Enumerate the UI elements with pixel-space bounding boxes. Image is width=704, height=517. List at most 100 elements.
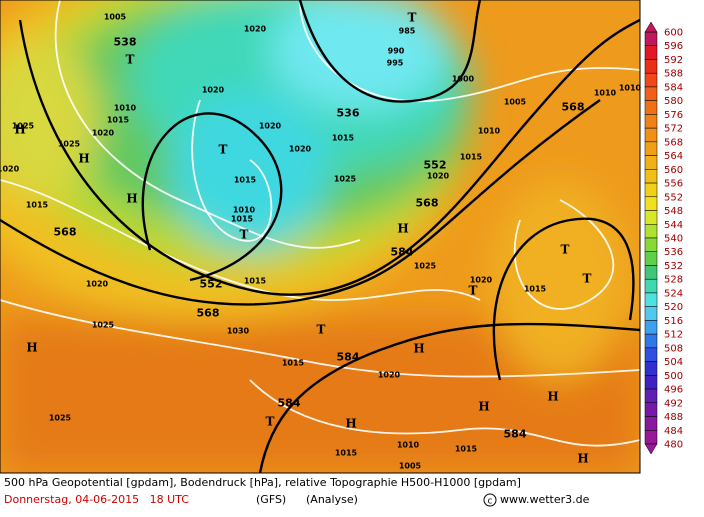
footer-run: (Analyse)	[306, 493, 358, 506]
geopotential-label: 552	[200, 278, 223, 291]
isobar-label: 1015	[524, 285, 547, 294]
low-center: T	[266, 415, 275, 429]
footer-date: Donnerstag, 04-06-2015 18 UTC	[4, 493, 189, 506]
scale-label: 500	[664, 371, 683, 382]
isobar-label: 1025	[12, 122, 35, 131]
high-center: H	[26, 341, 37, 355]
high-center: H	[577, 452, 588, 466]
geopotential-label: 568	[54, 226, 77, 239]
isobar-label: 1015	[244, 277, 267, 286]
isobar-label: 1015	[455, 445, 478, 454]
isobar-label: 1020	[289, 145, 312, 154]
map-frame	[0, 0, 641, 474]
scale-swatch	[644, 155, 658, 170]
geopotential-label: 584	[391, 246, 414, 259]
isobar-label: 1010	[114, 104, 137, 113]
scale-label: 520	[664, 302, 683, 313]
scale-swatch	[644, 100, 658, 115]
high-center: H	[397, 222, 408, 236]
scale-swatch	[644, 251, 658, 266]
isobar-label: 1015	[335, 449, 358, 458]
scale-swatch	[644, 169, 658, 184]
copyright-c: c	[488, 497, 493, 507]
geopotential-label: 568	[562, 101, 585, 114]
geopotential-label: 584	[278, 397, 301, 410]
scale-label: 596	[664, 41, 683, 52]
geopotential-label: 538	[114, 36, 137, 49]
isobar-label: 1015	[107, 116, 130, 125]
scale-label: 580	[664, 96, 683, 107]
isobar-label: 995	[387, 59, 404, 68]
scale-label: 540	[664, 234, 683, 245]
low-center: T	[219, 143, 228, 157]
isobar-label: 1015	[231, 215, 254, 224]
scale-swatch	[644, 292, 658, 307]
isobar-label: 1010	[594, 89, 617, 98]
isobar-label: 1020	[470, 276, 493, 285]
scale-swatch	[644, 45, 658, 60]
scale-label: 548	[664, 206, 683, 217]
scale-label: 588	[664, 69, 683, 80]
low-center: T	[583, 272, 592, 286]
isobar-label: 1025	[49, 414, 72, 423]
scale-swatch	[644, 361, 658, 376]
isobar-label: 1020	[86, 280, 109, 289]
scale-label: 600	[664, 28, 683, 39]
geopotential-label: 584	[337, 351, 360, 364]
scale-label: 504	[664, 357, 683, 368]
high-center: H	[345, 417, 356, 431]
scale-swatch	[644, 59, 658, 74]
isobar-label: 1010	[397, 441, 420, 450]
scale-label: 492	[664, 398, 683, 409]
isobar-label: 1020	[202, 86, 225, 95]
isobar-label: 1005	[399, 462, 422, 471]
scale-label: 536	[664, 247, 683, 258]
low-center: T	[240, 228, 249, 242]
scale-swatch	[644, 31, 658, 46]
scale-label: 560	[664, 165, 683, 176]
isobar-label: 1015	[282, 359, 305, 368]
low-center: T	[469, 284, 478, 298]
scale-label: 480	[664, 440, 683, 451]
low-center: T	[561, 243, 570, 257]
scale-swatch	[644, 127, 658, 143]
isobar-label: 1005	[504, 98, 527, 107]
scale-swatch	[644, 196, 658, 211]
scale-swatch	[644, 278, 658, 294]
scale-swatch	[644, 333, 658, 349]
scale-label: 568	[664, 137, 683, 148]
scale-label: 564	[664, 151, 683, 162]
scale-swatch	[644, 430, 658, 445]
scale-label: 556	[664, 179, 683, 190]
footer-description: 500 hPa Geopotential [gpdam], Bodendruck…	[4, 476, 521, 489]
isobar-label: 1030	[227, 327, 250, 336]
high-center: H	[413, 342, 424, 356]
scale-label: 484	[664, 426, 683, 437]
scale-label: 552	[664, 192, 683, 203]
high-center: H	[547, 390, 558, 404]
high-center: H	[14, 123, 25, 137]
low-center: T	[408, 11, 417, 25]
geopotential-label: 568	[197, 307, 220, 320]
scale-label: 524	[664, 288, 683, 299]
high-center: H	[478, 400, 489, 414]
scale-swatch	[644, 86, 658, 101]
high-center: H	[78, 152, 89, 166]
high-center: H	[126, 192, 137, 206]
scale-swatch	[644, 237, 658, 252]
scale-swatch	[644, 416, 658, 431]
scale-swatch	[644, 210, 658, 225]
scale-swatch	[644, 72, 658, 88]
scale-label: 528	[664, 275, 683, 286]
map-area	[0, 0, 640, 473]
isobar-label: 985	[399, 27, 416, 36]
geopotential-label: 568	[416, 197, 439, 210]
geopotential-label: 536	[337, 107, 360, 120]
scale-label: 508	[664, 343, 683, 354]
scale-swatch	[644, 114, 658, 129]
geopotential-label: 552	[424, 159, 447, 172]
isobar-label: 1025	[58, 140, 81, 149]
scale-label: 532	[664, 261, 683, 272]
scale-arrow-bottom	[644, 443, 658, 455]
